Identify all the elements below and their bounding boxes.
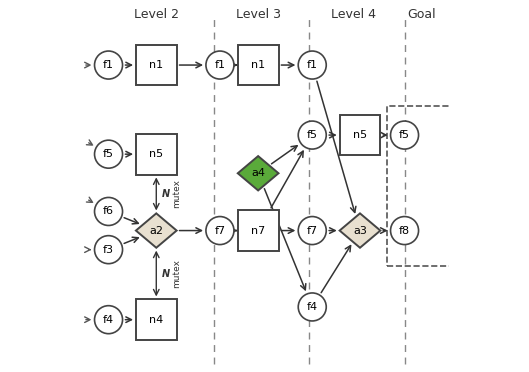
Text: f6: f6 xyxy=(103,206,114,217)
Circle shape xyxy=(95,51,123,79)
Text: n1: n1 xyxy=(149,60,163,70)
Text: a4: a4 xyxy=(251,168,265,178)
FancyBboxPatch shape xyxy=(136,299,177,340)
Text: a3: a3 xyxy=(353,225,367,235)
Text: f1: f1 xyxy=(214,60,225,70)
Circle shape xyxy=(95,140,123,168)
Text: n5: n5 xyxy=(149,149,163,159)
FancyBboxPatch shape xyxy=(238,45,278,86)
Text: f5: f5 xyxy=(399,130,410,140)
Text: a2: a2 xyxy=(149,225,163,235)
Polygon shape xyxy=(340,214,380,248)
Circle shape xyxy=(206,51,234,79)
Text: f7: f7 xyxy=(214,225,225,235)
Text: f5: f5 xyxy=(103,149,114,159)
Circle shape xyxy=(298,293,326,321)
Text: f3: f3 xyxy=(103,245,114,255)
Text: Goal: Goal xyxy=(407,7,436,20)
Text: Level 2: Level 2 xyxy=(134,7,179,20)
FancyBboxPatch shape xyxy=(340,115,380,155)
Text: f4: f4 xyxy=(307,302,318,312)
Text: N: N xyxy=(162,189,170,199)
Text: f5: f5 xyxy=(307,130,318,140)
Circle shape xyxy=(206,217,234,244)
FancyBboxPatch shape xyxy=(136,134,177,174)
Text: f8: f8 xyxy=(399,225,410,235)
Text: n5: n5 xyxy=(353,130,367,140)
Circle shape xyxy=(95,198,123,225)
FancyBboxPatch shape xyxy=(238,210,278,251)
Text: mutex: mutex xyxy=(172,259,181,288)
Circle shape xyxy=(298,51,326,79)
Text: f7: f7 xyxy=(307,225,318,235)
Text: f1: f1 xyxy=(307,60,318,70)
Text: Level 4: Level 4 xyxy=(331,7,376,20)
Circle shape xyxy=(95,306,123,334)
Text: f1: f1 xyxy=(103,60,114,70)
Polygon shape xyxy=(136,214,177,248)
Text: Level 3: Level 3 xyxy=(235,7,280,20)
Text: n7: n7 xyxy=(251,225,265,235)
Text: n4: n4 xyxy=(149,315,163,325)
Polygon shape xyxy=(238,156,278,190)
Circle shape xyxy=(390,217,418,244)
Circle shape xyxy=(390,121,418,149)
Circle shape xyxy=(298,121,326,149)
Circle shape xyxy=(95,235,123,264)
FancyBboxPatch shape xyxy=(136,45,177,86)
Circle shape xyxy=(298,217,326,244)
Text: mutex: mutex xyxy=(172,179,181,208)
Text: n1: n1 xyxy=(251,60,265,70)
Text: f4: f4 xyxy=(103,315,114,325)
Text: N: N xyxy=(162,269,170,279)
